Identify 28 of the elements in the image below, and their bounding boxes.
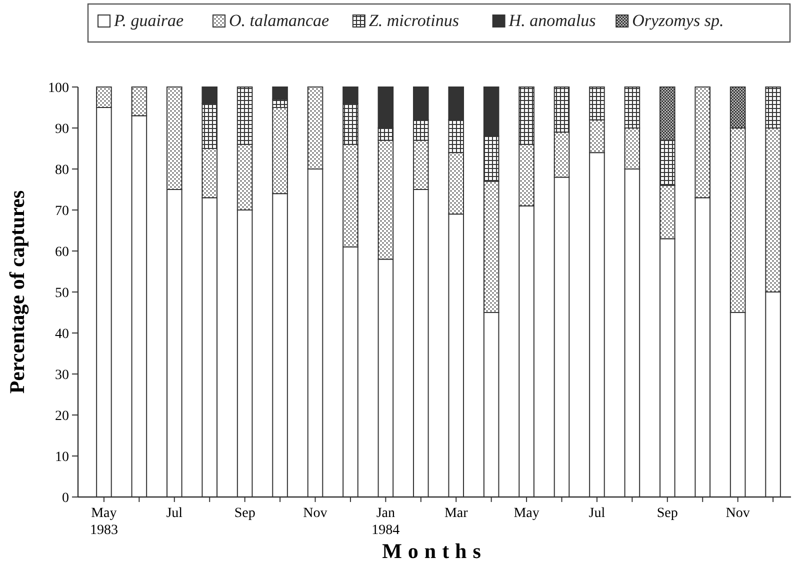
y-tick-label: 90 <box>55 122 69 137</box>
y-axis-title: Percentage of captures <box>5 190 29 394</box>
y-tick-label: 100 <box>48 80 69 96</box>
x-tick-label: Jan 1984 <box>372 506 400 538</box>
x-tick-label: Mar <box>444 506 468 521</box>
y-tick-label: 10 <box>55 450 69 465</box>
y-tick-label: 80 <box>55 162 69 178</box>
y-tick-label: 50 <box>55 286 69 301</box>
legend-label: O. talamancae <box>229 11 330 30</box>
x-tick-label: Nov <box>303 506 328 521</box>
x-tick-label: May <box>514 506 540 521</box>
x-tick-label: May 1983 <box>90 506 118 538</box>
x-tick-label: Sep <box>656 506 678 521</box>
legend-label: Oryzomys sp. <box>632 11 724 30</box>
y-tick-label: 30 <box>55 368 69 383</box>
x-tick-label: Nov <box>726 506 750 521</box>
x-tick-label: Jul <box>166 506 183 521</box>
legend-label: H. anomalus <box>508 11 596 30</box>
y-tick-label: 20 <box>55 408 69 424</box>
y-tick-label: 40 <box>55 326 69 342</box>
legend-label: Z. microtinus <box>368 11 460 30</box>
legend-label: P. guairae <box>113 11 184 30</box>
x-tick-label: Sep <box>234 506 256 521</box>
y-tick-label: 0 <box>62 490 69 506</box>
x-axis-title: Months <box>382 539 487 563</box>
y-tick-label: 60 <box>55 244 69 260</box>
y-tick-label: 70 <box>55 204 69 219</box>
x-tick-label: Jul <box>588 506 606 521</box>
